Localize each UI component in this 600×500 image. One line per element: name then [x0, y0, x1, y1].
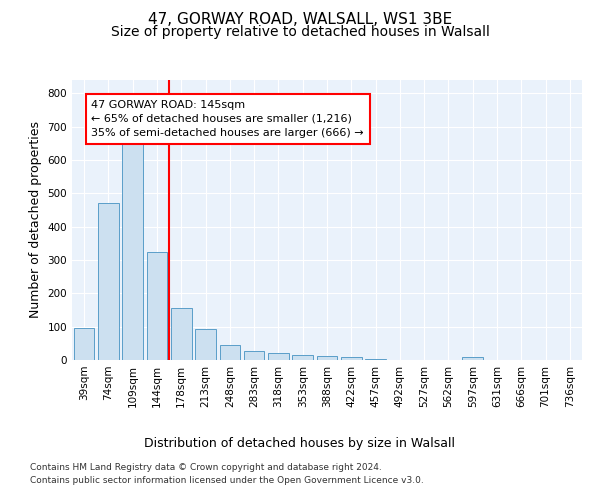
Text: Contains public sector information licensed under the Open Government Licence v3: Contains public sector information licen… — [30, 476, 424, 485]
Text: Contains HM Land Registry data © Crown copyright and database right 2024.: Contains HM Land Registry data © Crown c… — [30, 462, 382, 471]
Text: 47 GORWAY ROAD: 145sqm
← 65% of detached houses are smaller (1,216)
35% of semi-: 47 GORWAY ROAD: 145sqm ← 65% of detached… — [91, 100, 364, 138]
Bar — [220, 345, 240, 360]
Bar — [171, 308, 191, 360]
Bar — [146, 252, 167, 360]
Bar — [292, 355, 313, 360]
Bar — [341, 358, 362, 360]
Bar — [268, 354, 289, 360]
Bar — [463, 358, 483, 360]
Bar — [74, 328, 94, 360]
Bar — [244, 351, 265, 360]
Text: Distribution of detached houses by size in Walsall: Distribution of detached houses by size … — [145, 438, 455, 450]
Bar — [195, 330, 216, 360]
Bar — [365, 359, 386, 360]
Bar — [317, 356, 337, 360]
Y-axis label: Number of detached properties: Number of detached properties — [29, 122, 42, 318]
Text: Size of property relative to detached houses in Walsall: Size of property relative to detached ho… — [110, 25, 490, 39]
Bar — [122, 144, 143, 360]
Text: 47, GORWAY ROAD, WALSALL, WS1 3BE: 47, GORWAY ROAD, WALSALL, WS1 3BE — [148, 12, 452, 28]
Bar — [98, 204, 119, 360]
